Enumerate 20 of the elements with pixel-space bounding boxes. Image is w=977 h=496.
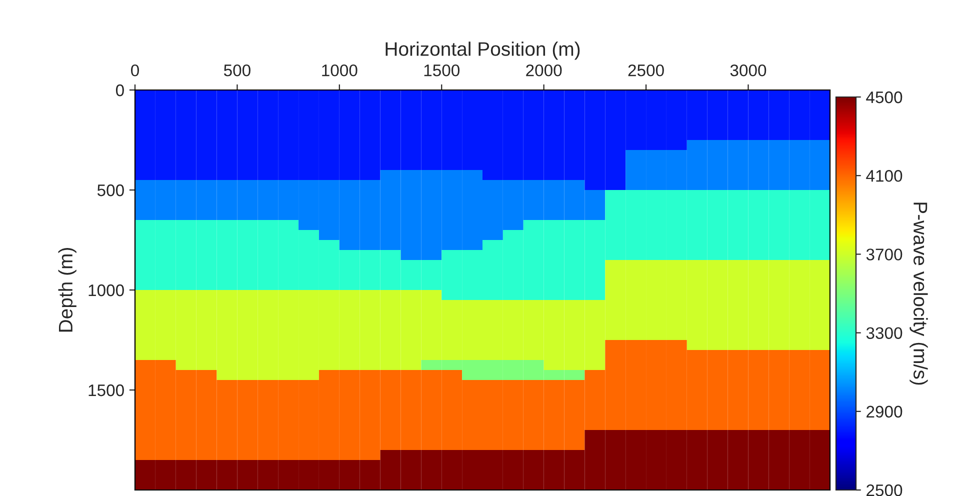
x-tick-label: 1500 bbox=[424, 64, 460, 76]
x-axis-title: Horizontal Position (m) bbox=[386, 42, 580, 60]
x-tick-label: 500 bbox=[224, 64, 250, 76]
color-bar-label: 4500 bbox=[866, 91, 902, 104]
x-tick-label: 2000 bbox=[526, 64, 562, 76]
y-tick-label: 1000 bbox=[88, 284, 124, 296]
color-bar-label: 4100 bbox=[866, 170, 902, 182]
x-tick-label: 2500 bbox=[628, 64, 664, 76]
x-tick-label: 0 bbox=[131, 64, 139, 76]
color-bar-label: 3300 bbox=[866, 327, 902, 340]
y-tick-label: 500 bbox=[97, 184, 124, 196]
color-bar-label: 2500 bbox=[866, 484, 902, 496]
color-bar-label: 3700 bbox=[866, 248, 902, 260]
color-bar-title: P-wave velocity (m/s) bbox=[910, 202, 928, 385]
y-tick-label: 1500 bbox=[88, 384, 124, 396]
color-bar-label: 2900 bbox=[866, 406, 902, 418]
y-tick-label: 0 bbox=[116, 84, 124, 96]
x-tick-label: 1000 bbox=[322, 64, 358, 76]
y-axis-title: Depth (m) bbox=[58, 248, 76, 332]
x-tick-label: 3000 bbox=[730, 64, 766, 76]
